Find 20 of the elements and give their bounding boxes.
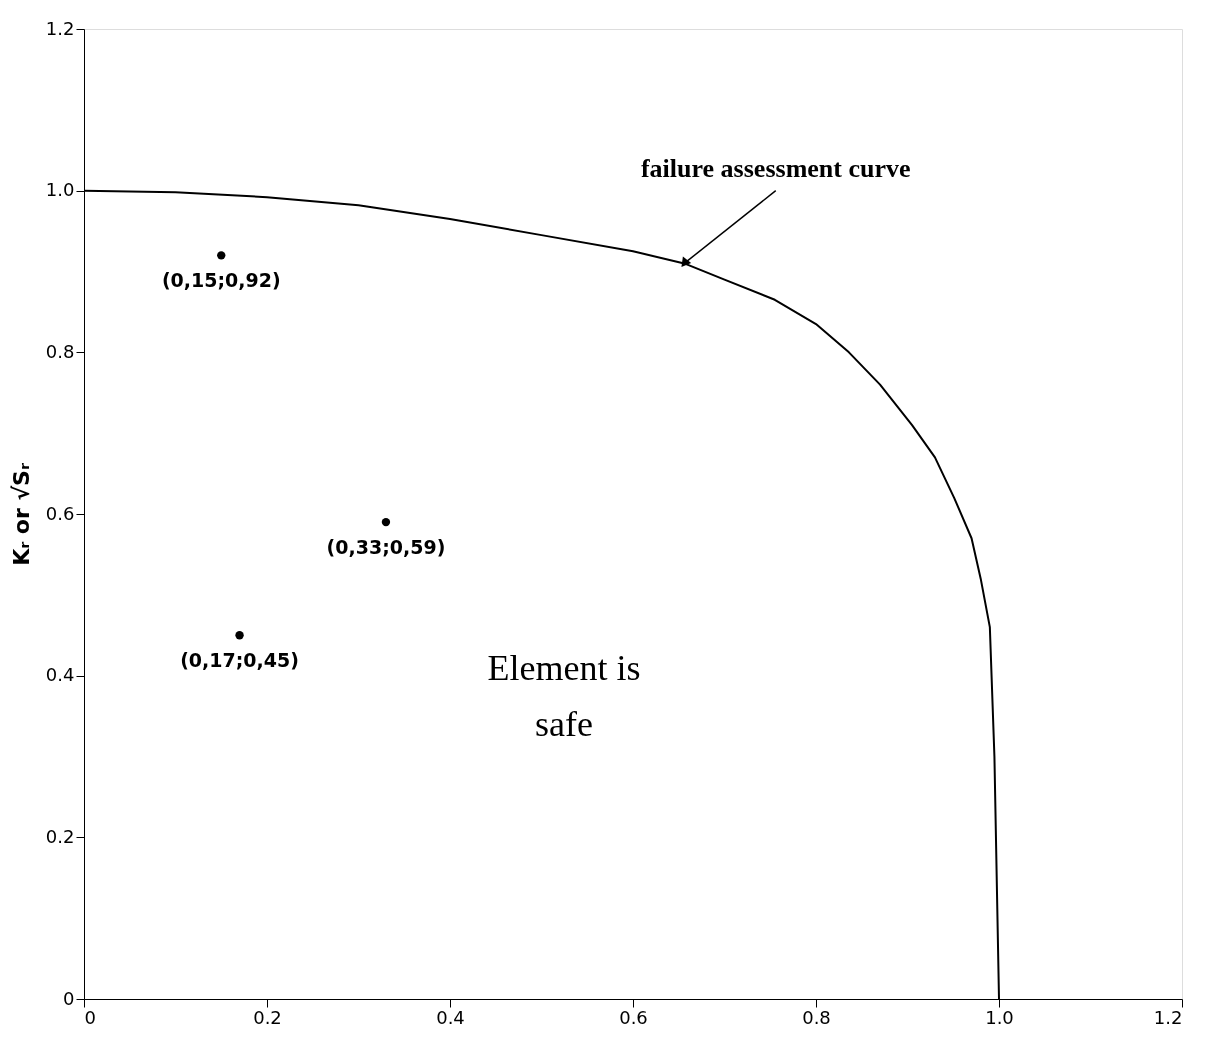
y-tick-label: 1.2 <box>45 17 75 39</box>
y-tick-label: 0.4 <box>45 664 75 686</box>
y-tick-label: 1.0 <box>45 179 75 201</box>
x-tick-label: 1.2 <box>1153 1006 1183 1028</box>
y-tick-label: 0.6 <box>45 502 75 524</box>
y-axis-title: Kᵣ or √Sᵣ <box>8 463 34 566</box>
x-tick-label: 0.6 <box>619 1006 648 1028</box>
x-tick-label: 0.8 <box>802 1006 831 1028</box>
y-tick-label: 0 <box>63 987 75 1009</box>
x-tick-label: 0.2 <box>253 1006 282 1028</box>
x-tick-label: 1.0 <box>985 1006 1014 1028</box>
annotation: failure assessment curve <box>640 153 911 183</box>
data-label: (0,17;0,45) <box>180 649 299 672</box>
x-tick-label: 0 <box>84 1006 96 1028</box>
x-tick-label: 0.4 <box>436 1006 465 1028</box>
data-label: (0,15;0,92) <box>161 269 281 292</box>
data-label: (0,33;0,59) <box>326 536 446 559</box>
y-tick-label: 0.2 <box>45 825 75 847</box>
y-tick-label: 0.8 <box>45 340 75 362</box>
annotation: Element is safe <box>487 648 641 744</box>
